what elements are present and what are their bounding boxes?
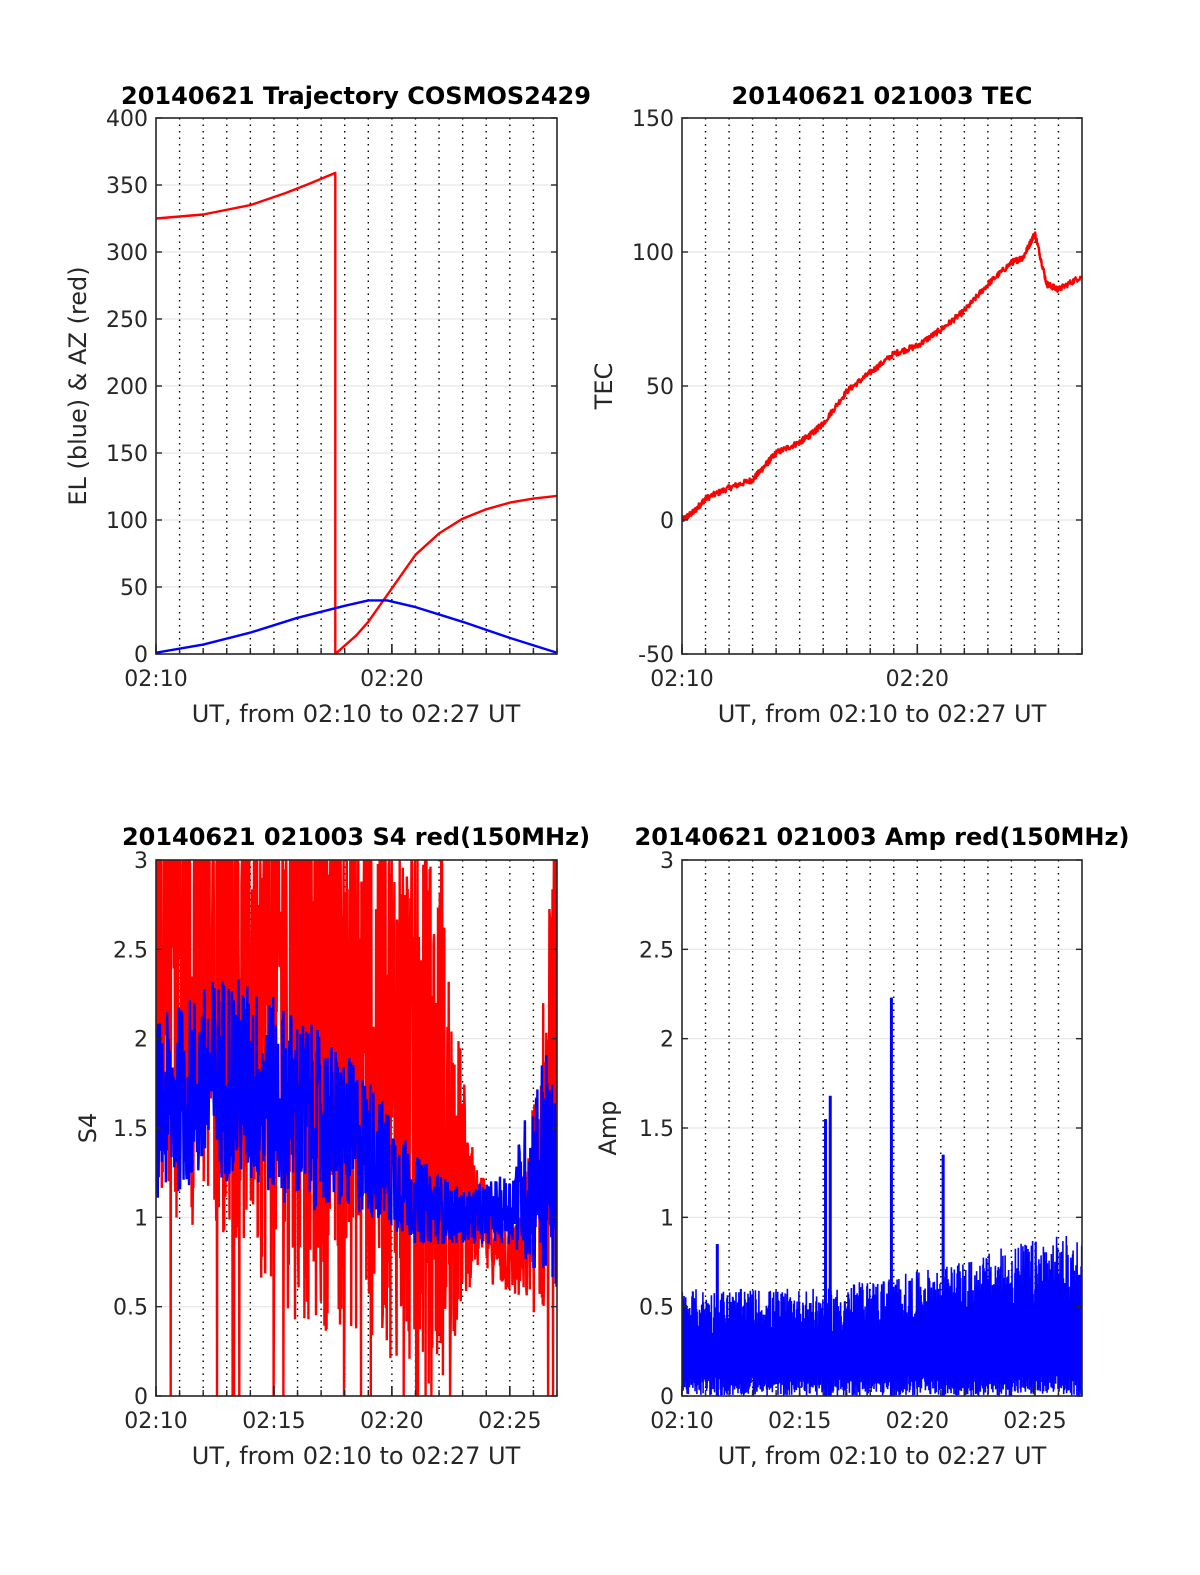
y-tick-label: 250	[106, 308, 148, 333]
y-tick-label: 2.5	[113, 938, 148, 963]
y-tick-label: 150	[632, 107, 674, 132]
y-tick-label: 0	[660, 509, 674, 534]
chart-title: 20140621 Trajectory COSMOS2429	[121, 82, 591, 110]
series-line	[682, 231, 1082, 523]
x-tick-label: 02:10	[124, 1409, 187, 1434]
x-tick-label: 02:20	[360, 667, 423, 692]
y-tick-label: 300	[106, 241, 148, 266]
series-group	[682, 231, 1082, 523]
panel-trajectory: 20140621 Trajectory COSMOS2429 EL (blue)…	[64, 82, 591, 728]
y-tick-label: 1	[660, 1206, 674, 1231]
y-tick-label: 0	[134, 1385, 148, 1410]
panel-amp: 20140621 021003 Amp red(150MHz) Amp UT, …	[594, 823, 1129, 1470]
panel-s4: 20140621 021003 S4 red(150MHz) S4 UT, fr…	[74, 823, 590, 1470]
y-tick-label: 3	[660, 849, 674, 874]
series-line	[156, 599, 557, 654]
y-axis-label: TEC	[590, 363, 618, 411]
y-axis-label: Amp	[594, 1100, 622, 1155]
series-line	[156, 171, 557, 654]
x-tick-label: 02:15	[768, 1409, 831, 1434]
y-tick-label: 50	[646, 375, 674, 400]
y-tick-label: 200	[106, 375, 148, 400]
x-tick-label: 02:25	[478, 1409, 541, 1434]
y-tick-label: -50	[638, 643, 674, 668]
series-group	[682, 997, 1082, 1396]
series-line	[156, 979, 557, 1288]
x-tick-label: 02:15	[242, 1409, 305, 1434]
y-tick-label: 50	[120, 576, 148, 601]
x-axis-label: UT, from 02:10 to 02:27 UT	[192, 1442, 521, 1470]
y-tick-label: 2.5	[639, 938, 674, 963]
x-axis-label: UT, from 02:10 to 02:27 UT	[718, 1442, 1047, 1470]
y-tick-label: 2	[660, 1028, 674, 1053]
x-tick-label: 02:20	[886, 667, 949, 692]
y-tick-label: 100	[632, 241, 674, 266]
y-tick-label: 3	[134, 849, 148, 874]
chart-title: 20140621 021003 TEC	[732, 82, 1033, 110]
x-tick-label: 02:20	[886, 1409, 949, 1434]
y-tick-label: 1	[134, 1206, 148, 1231]
x-tick-label: 02:25	[1003, 1409, 1066, 1434]
y-tick-label: 100	[106, 509, 148, 534]
y-tick-label: 0	[134, 643, 148, 668]
y-tick-label: 0.5	[639, 1296, 674, 1321]
chart-title: 20140621 021003 Amp red(150MHz)	[635, 823, 1130, 851]
series-group	[156, 171, 557, 654]
y-axis-label: EL (blue) & AZ (red)	[64, 266, 92, 505]
y-tick-label: 150	[106, 442, 148, 467]
series-line	[682, 997, 1082, 1396]
chart-title: 20140621 021003 S4 red(150MHz)	[122, 823, 590, 851]
y-axis-label: S4	[74, 1113, 102, 1144]
y-tick-label: 400	[106, 107, 148, 132]
y-tick-label: 0.5	[113, 1296, 148, 1321]
y-tick-label: 1.5	[639, 1117, 674, 1142]
y-tick-label: 1.5	[113, 1117, 148, 1142]
y-tick-label: 2	[134, 1028, 148, 1053]
panel-tec: 20140621 021003 TEC TEC UT, from 02:10 t…	[590, 82, 1083, 728]
x-axis-label: UT, from 02:10 to 02:27 UT	[192, 700, 521, 728]
x-tick-label: 02:10	[650, 667, 713, 692]
x-tick-label: 02:10	[124, 667, 187, 692]
x-tick-label: 02:20	[360, 1409, 423, 1434]
x-tick-label: 02:10	[650, 1409, 713, 1434]
y-tick-label: 350	[106, 174, 148, 199]
series-group	[156, 860, 557, 1396]
y-tick-label: 0	[660, 1385, 674, 1410]
x-axis-label: UT, from 02:10 to 02:27 UT	[718, 700, 1047, 728]
